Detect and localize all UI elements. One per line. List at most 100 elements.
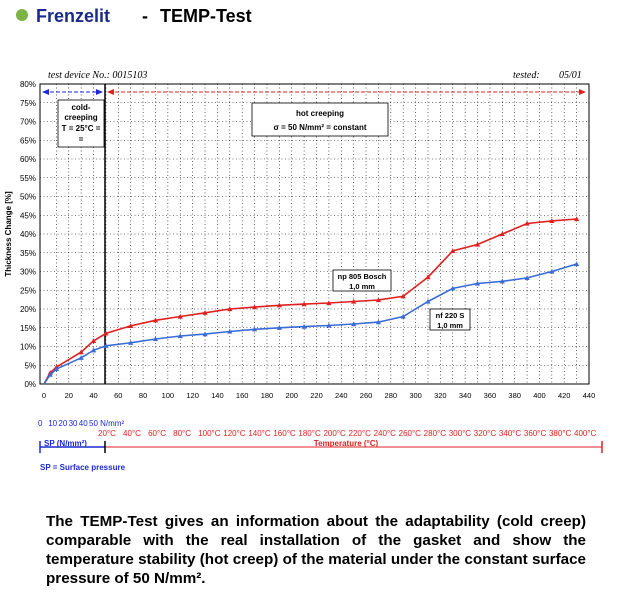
y-tick-label: 55% [20, 174, 36, 183]
hot-arrow-left-icon [107, 89, 114, 95]
hot-creeping-box: hot creeping σ = 50 N/mm² = constant [251, 102, 389, 137]
pressure-tick-label: 10 [48, 419, 57, 428]
data-point [177, 313, 183, 319]
bullet-icon [16, 9, 28, 21]
temperature-tick-label: 380°C [549, 429, 572, 438]
temperature-tick-label: 140°C [248, 429, 271, 438]
data-point [351, 298, 357, 304]
y-tick-label: 10% [20, 343, 36, 352]
device-label: test device No.: 0015103 [48, 70, 147, 81]
cold-line-2: creeping [64, 113, 97, 122]
temperature-label: Temperature (°C) [314, 439, 379, 448]
x-tick-label: 320 [434, 391, 447, 400]
x-tick-label: 120 [186, 391, 199, 400]
x-tick-label: 0 [42, 391, 46, 400]
data-point [177, 333, 183, 339]
hot-line-2: σ = 50 N/mm² = constant [273, 123, 366, 132]
y-tick-label: 30% [20, 268, 36, 277]
data-point [524, 275, 530, 280]
data-point [53, 366, 59, 372]
x-tick-label: 160 [236, 391, 249, 400]
temperature-tick-label: 40°C [123, 429, 141, 438]
x-tick-label: 80 [139, 391, 147, 400]
data-point [549, 218, 555, 223]
data-point [90, 338, 97, 343]
x-tick-label: 260 [360, 391, 373, 400]
pressure-tick-label: 50 N/mm² [89, 419, 124, 428]
x-tick-label: 240 [335, 391, 348, 400]
x-tick-label: 140 [211, 391, 224, 400]
series-label-nf220: nf 220 S 1,0 mm [429, 308, 471, 331]
data-point [425, 298, 431, 304]
series-label-np805: np 805 Bosch 1,0 mm [332, 269, 392, 292]
x-tick-label: 60 [114, 391, 122, 400]
page-title: TEMP-Test [160, 6, 252, 26]
x-tick-label: 220 [310, 391, 323, 400]
data-point [202, 310, 208, 315]
data-point [276, 325, 282, 330]
temperature-tick-label: 120°C [223, 429, 246, 438]
data-point [524, 220, 530, 226]
pressure-tick-label: 20 [58, 419, 67, 428]
temperature-tick-label: 280°C [424, 429, 447, 438]
data-point [326, 300, 332, 306]
data-point [128, 323, 134, 328]
y-tick-label: 5% [24, 361, 36, 370]
data-point [450, 285, 456, 291]
y-tick-label: 20% [20, 305, 36, 314]
y-tick-label: 45% [20, 211, 36, 220]
tested-date: 05/01 [559, 70, 582, 81]
cold-creeping-box: cold- creeping T = 25°C = = [57, 99, 105, 148]
x-tick-label: 400 [533, 391, 546, 400]
y-tick-label: 70% [20, 118, 36, 127]
data-point [425, 274, 431, 280]
data-point [301, 324, 307, 329]
data-point [276, 302, 282, 308]
temperature-tick-label: 200°C [323, 429, 346, 438]
y-tick-label: 50% [20, 193, 36, 202]
temperature-tick-label: 360°C [524, 429, 547, 438]
pressure-tick-label: 40 [79, 419, 88, 428]
temperature-tick-label: 400°C [574, 429, 597, 438]
data-point [227, 306, 233, 312]
y-tick-label: 80% [20, 80, 36, 89]
data-point [152, 336, 159, 342]
pressure-axis: 0 10 20 30 40 50 N/mm² [38, 419, 124, 428]
y-axis-label: Thickness Change [%] [4, 191, 13, 277]
nf220-line-2: 1,0 mm [437, 321, 463, 330]
sp-label: SP (N/mm²) [44, 439, 87, 448]
temperature-tick-label: 320°C [474, 429, 497, 438]
data-point [103, 343, 109, 348]
x-tick-label: 300 [409, 391, 422, 400]
temperature-tick-label: 260°C [399, 429, 422, 438]
x-tick-label: 340 [459, 391, 472, 400]
data-point [375, 297, 382, 303]
x-tick-label: 20 [65, 391, 73, 400]
y-tick-label: 65% [20, 136, 36, 145]
title-separator: - [142, 6, 148, 26]
data-point [499, 278, 505, 284]
x-tick-label: 420 [558, 391, 571, 400]
cold-line-3: T = 25°C = [62, 124, 101, 133]
x-tick-label: 360 [484, 391, 497, 400]
data-point [90, 347, 97, 353]
data-point [400, 293, 406, 299]
data-point [47, 372, 53, 377]
caption: The TEMP-Test gives an information about… [46, 513, 586, 587]
sp-note: SP = Surface pressure [40, 463, 126, 472]
temperature-tick-label: 20°C [98, 429, 116, 438]
nf220-line-1: nf 220 S [436, 311, 465, 320]
cold-arrow-right-icon [96, 89, 103, 95]
data-point [78, 349, 84, 355]
data-point [474, 280, 481, 286]
data-point [326, 322, 332, 328]
data-point [400, 313, 406, 319]
data-point [78, 355, 84, 360]
data-point [499, 231, 505, 237]
y-tick-label: 15% [20, 324, 36, 333]
x-tick-label: 440 [583, 391, 596, 400]
tested-label: tested: [513, 70, 540, 81]
y-tick-label: 75% [20, 99, 36, 108]
data-point [375, 319, 382, 325]
